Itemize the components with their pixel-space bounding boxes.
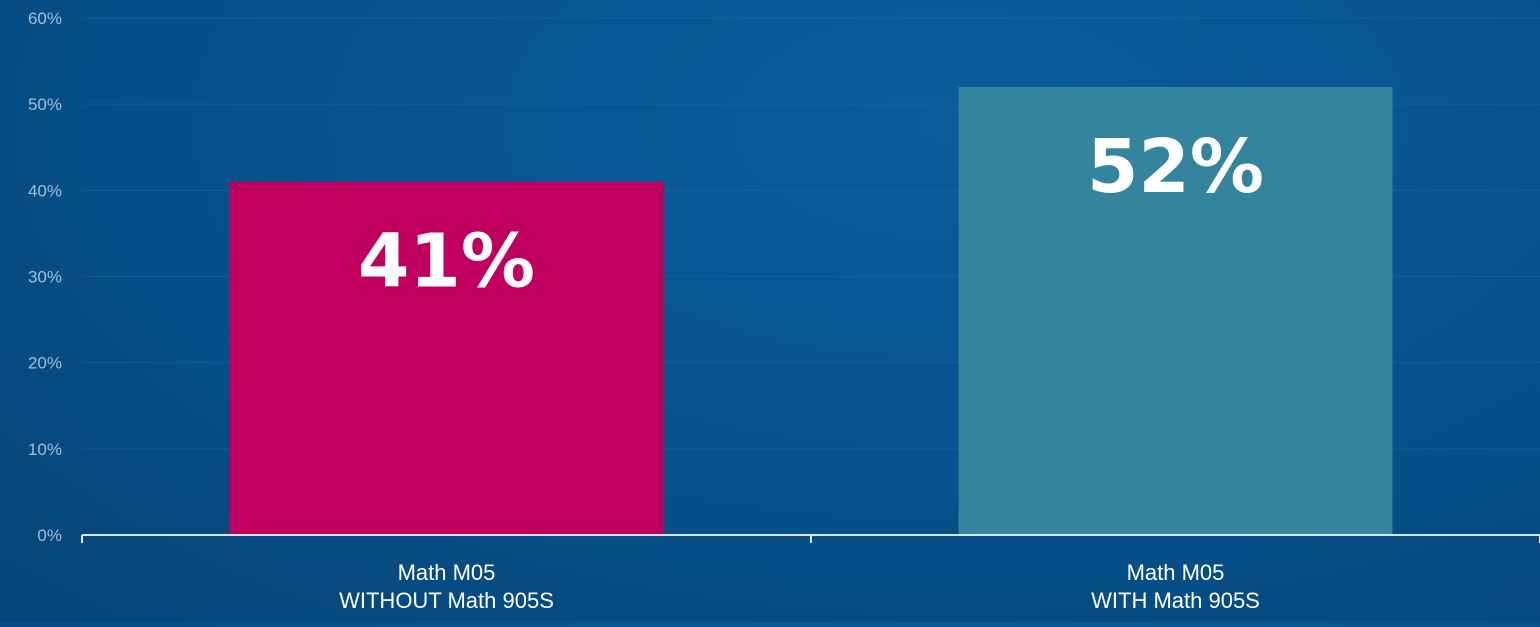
y-tick-label: 20% <box>28 354 62 373</box>
x-category-label: Math M05 <box>398 560 496 585</box>
x-category-label: Math M05 <box>1127 560 1225 585</box>
x-category-label: WITHOUT Math 905S <box>339 588 554 613</box>
data-label: 41% <box>358 219 535 305</box>
y-tick-label: 60% <box>28 9 62 28</box>
y-tick-label: 40% <box>28 181 62 200</box>
data-label: 52% <box>1087 124 1264 210</box>
y-tick-label: 50% <box>28 95 62 114</box>
bar <box>229 181 664 535</box>
y-tick-label: 10% <box>28 440 62 459</box>
x-category-label: WITH Math 905S <box>1091 588 1260 613</box>
y-tick-label: 0% <box>37 526 62 545</box>
y-tick-label: 30% <box>28 268 62 287</box>
bar <box>958 86 1393 535</box>
